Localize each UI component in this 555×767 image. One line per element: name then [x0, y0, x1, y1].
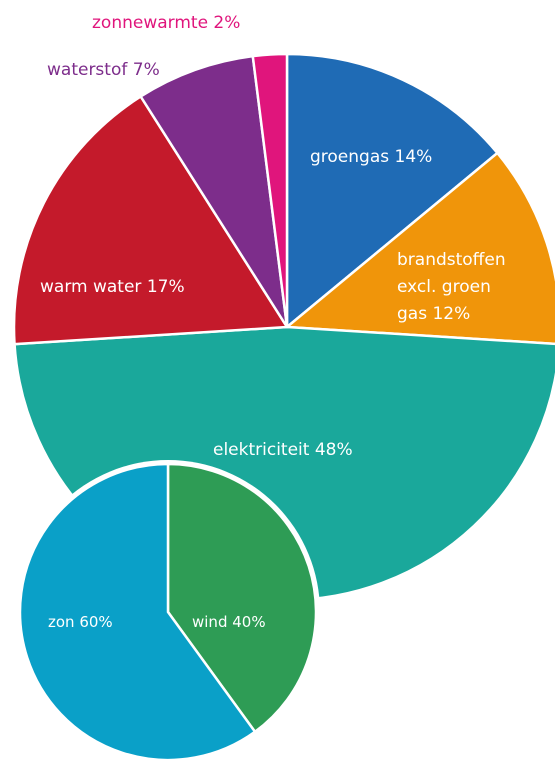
label-brandstoffen-line2: excl. groen — [397, 277, 491, 297]
pie-slice-zonnewarmte — [251, 52, 289, 328]
label-zon: zon 60% — [48, 613, 113, 631]
label-elektriciteit: elektriciteit 48% — [213, 440, 353, 460]
pie-slice-zon — [18, 462, 257, 762]
pie-slice-waterstof — [138, 54, 289, 328]
label-groengas: groengas 14% — [310, 147, 432, 167]
label-warm-water: warm water 17% — [40, 277, 185, 297]
label-brandstoffen-line3: gas 12% — [397, 304, 470, 324]
pie-slice-warm-water — [12, 94, 290, 346]
pie-slice-groengas — [285, 52, 500, 330]
pie-slice-brandstoffen — [283, 151, 555, 346]
sub-pie — [16, 460, 320, 764]
pie-slice-wind — [166, 462, 318, 734]
label-zonnewarmte: zonnewarmte 2% — [92, 13, 240, 33]
label-wind: wind 40% — [192, 613, 266, 631]
label-brandstoffen-line1: brandstoffen — [397, 250, 506, 270]
label-waterstof: waterstof 7% — [47, 60, 160, 80]
